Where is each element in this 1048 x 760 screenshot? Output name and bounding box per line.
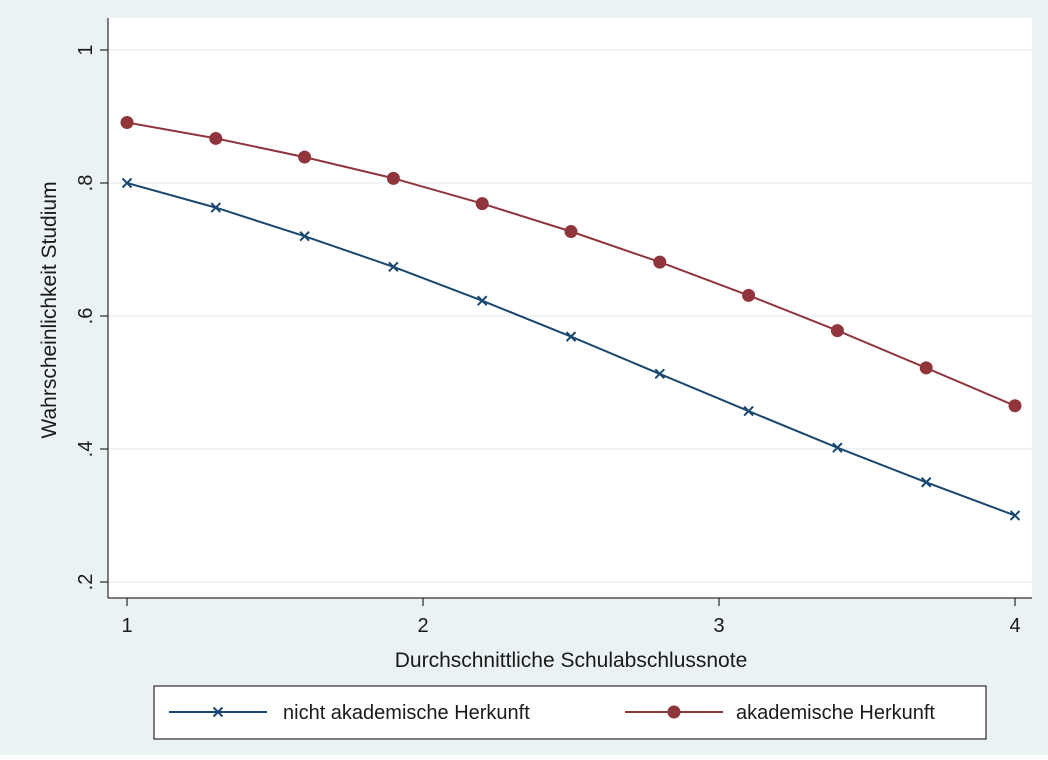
legend-marker — [667, 705, 681, 719]
series — [120, 115, 1022, 521]
data-point — [743, 405, 754, 417]
plot-area — [108, 18, 1032, 598]
x-tick-label: 2 — [417, 615, 428, 637]
data-point — [920, 477, 932, 488]
data-point — [919, 361, 933, 375]
legend-item: nicht akademische Herkunft — [169, 702, 530, 724]
y-tick-label: .2 — [75, 574, 97, 591]
legend-label: nicht akademische Herkunft — [283, 702, 530, 724]
x-tick-label: 3 — [713, 615, 724, 637]
data-point — [299, 230, 310, 242]
data-point — [1009, 510, 1021, 521]
data-point — [475, 197, 489, 211]
x-tick-label: 4 — [1009, 615, 1020, 637]
data-point — [832, 442, 843, 453]
data-point — [742, 288, 756, 302]
legend-label: akademische Herkunft — [736, 702, 935, 724]
data-point — [388, 261, 399, 272]
data-point — [120, 115, 134, 129]
data-point — [298, 150, 312, 164]
data-point — [653, 255, 667, 269]
data-point — [210, 202, 222, 213]
legend-box — [153, 685, 987, 740]
data-point — [386, 171, 400, 185]
x-tick-label: 1 — [121, 615, 132, 637]
y-tick-label: 1 — [75, 44, 97, 55]
x-axis-label: Durchschnittliche Schulabschlussnote — [395, 649, 748, 672]
y-tick-label: .8 — [75, 175, 97, 192]
data-point — [565, 331, 577, 342]
y-tick-label: .6 — [75, 308, 97, 325]
y-axis-label: Wahrscheinlichkeit Studium — [38, 181, 61, 438]
grid-lines — [108, 49, 1032, 583]
legend-item: akademische Herkunft — [625, 702, 935, 724]
data-point — [209, 131, 223, 145]
legend: nicht akademische Herkunft akademische He… — [153, 685, 987, 740]
data-point — [654, 368, 666, 380]
series-1 — [121, 177, 1021, 521]
data-point — [564, 225, 578, 239]
legend-marker — [212, 706, 224, 718]
y-tick-label: .4 — [75, 441, 97, 458]
data-point — [476, 295, 488, 306]
series-2 — [120, 115, 1022, 413]
axes: .2 .4 .6 .8 1 1 2 3 4 — [75, 18, 1032, 637]
data-point — [1008, 399, 1022, 413]
data-point — [121, 177, 133, 189]
data-point — [830, 324, 844, 338]
